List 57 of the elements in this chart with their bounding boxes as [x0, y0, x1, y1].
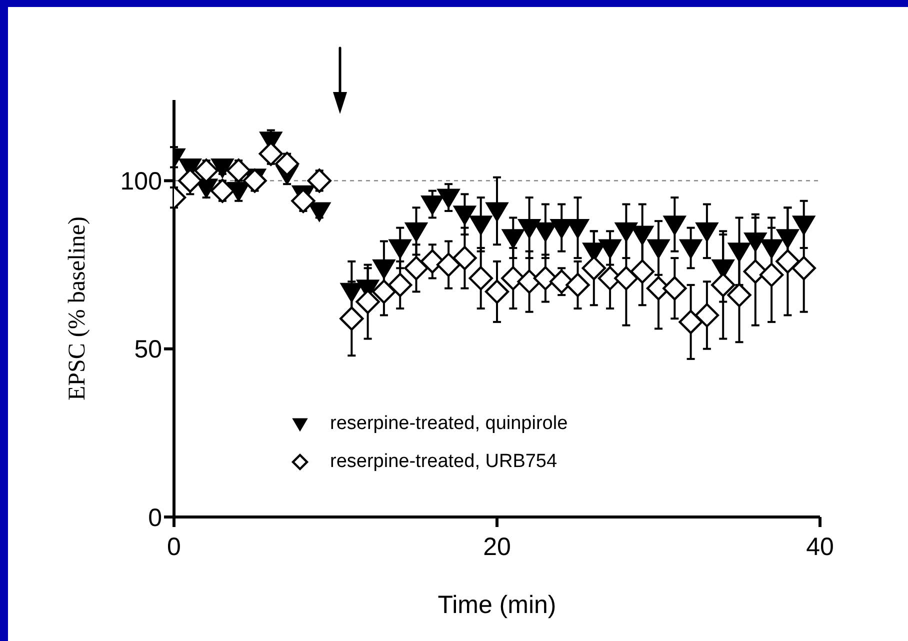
- point: [404, 222, 428, 242]
- point: [502, 229, 525, 249]
- point: [776, 249, 800, 274]
- point: [420, 196, 444, 216]
- point: [614, 266, 638, 290]
- point: [469, 216, 492, 236]
- point: [647, 239, 670, 259]
- point: [678, 310, 703, 334]
- point: [694, 303, 720, 328]
- y-tick-label: 100: [120, 168, 162, 196]
- point: [484, 280, 510, 304]
- legend-label: reserpine-treated, URB754: [330, 451, 558, 473]
- point: [792, 256, 816, 280]
- point: [242, 168, 267, 193]
- x-tick-label: 0: [167, 532, 181, 561]
- point: [226, 158, 251, 183]
- point: [743, 259, 768, 284]
- point: [453, 206, 476, 226]
- point: [452, 246, 477, 270]
- point: [518, 219, 541, 239]
- point: [388, 239, 412, 259]
- point: [776, 229, 800, 249]
- x-tick-label: 20: [483, 532, 511, 561]
- x-tick-label: 40: [806, 532, 834, 561]
- point: [598, 239, 622, 259]
- point: [744, 232, 767, 252]
- point: [695, 222, 718, 242]
- point: [663, 216, 686, 236]
- legend-label: reserpine-treated, quinpirole: [330, 413, 568, 435]
- point: [372, 259, 396, 280]
- point: [614, 222, 638, 242]
- point: [792, 216, 816, 236]
- y-tick-label: 0: [148, 504, 162, 532]
- point: [566, 272, 590, 298]
- point: [436, 252, 461, 277]
- point: [486, 202, 508, 222]
- y-tick-label: 50: [134, 336, 162, 364]
- point: [372, 280, 396, 304]
- point: [210, 178, 235, 203]
- point: [404, 256, 428, 280]
- point: [728, 242, 751, 262]
- point: [388, 272, 412, 298]
- y-axis-title: EPSC (% baseline): [64, 216, 91, 400]
- point: [437, 188, 460, 208]
- point: [420, 249, 444, 274]
- point: [582, 256, 606, 280]
- point: [340, 306, 364, 331]
- point: [662, 276, 687, 300]
- point: [760, 239, 784, 259]
- point: [630, 259, 654, 284]
- point: [307, 168, 332, 193]
- point: [727, 282, 752, 308]
- point: [759, 262, 784, 287]
- point: [679, 239, 702, 259]
- point: [468, 266, 493, 290]
- point: [210, 158, 234, 178]
- x-axis-title: Time (min): [438, 591, 556, 619]
